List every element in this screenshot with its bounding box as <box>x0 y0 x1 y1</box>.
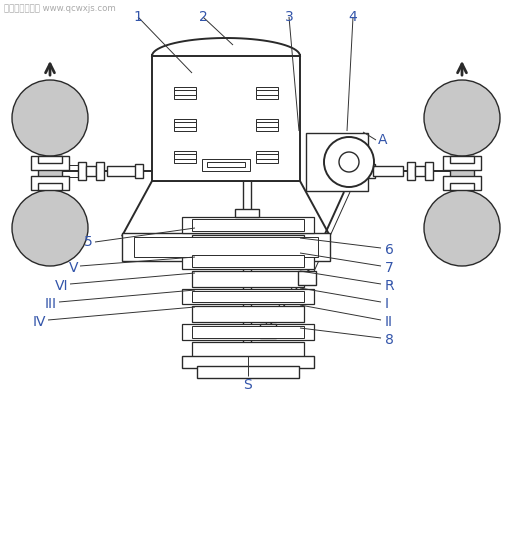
Bar <box>174 151 196 163</box>
Text: S: S <box>244 378 252 392</box>
Circle shape <box>339 152 359 172</box>
Bar <box>192 326 304 338</box>
Text: III: III <box>45 297 57 311</box>
Bar <box>182 324 314 340</box>
Bar <box>182 217 314 233</box>
Bar <box>443 176 481 190</box>
Bar <box>38 156 62 190</box>
Bar <box>174 90 196 95</box>
Bar <box>96 162 104 180</box>
Bar <box>31 156 69 170</box>
Text: V: V <box>69 261 78 275</box>
Circle shape <box>324 137 374 187</box>
Bar <box>38 183 62 190</box>
Bar <box>260 324 276 338</box>
Bar <box>256 122 278 127</box>
Bar <box>407 162 415 180</box>
Circle shape <box>12 80 88 156</box>
Text: A: A <box>378 133 387 147</box>
Bar <box>182 288 314 304</box>
Bar <box>174 154 196 159</box>
Bar <box>197 366 299 378</box>
Bar <box>443 156 481 170</box>
Bar <box>425 162 433 180</box>
Text: VI: VI <box>54 279 68 293</box>
Circle shape <box>424 80 500 156</box>
Bar <box>192 255 304 266</box>
Bar <box>256 154 278 159</box>
Bar <box>31 176 69 190</box>
Bar <box>192 219 304 231</box>
Bar <box>256 87 278 99</box>
Bar <box>202 159 250 171</box>
Text: 4: 4 <box>349 10 357 24</box>
Bar <box>182 253 314 269</box>
Bar <box>122 233 330 261</box>
Text: I: I <box>385 297 389 311</box>
Bar <box>86 166 96 176</box>
Text: 7: 7 <box>385 261 394 275</box>
Bar <box>134 237 318 257</box>
Polygon shape <box>122 181 330 236</box>
Bar <box>38 156 62 163</box>
Text: 汽车维修技术网 www.qcwxjs.com: 汽车维修技术网 www.qcwxjs.com <box>4 4 116 13</box>
Bar <box>450 183 474 190</box>
Bar <box>256 119 278 131</box>
Bar <box>306 133 368 191</box>
Text: IV: IV <box>33 315 46 329</box>
Text: 3: 3 <box>285 10 293 24</box>
Bar <box>182 356 314 368</box>
Bar <box>135 164 143 178</box>
Bar <box>450 156 474 190</box>
Bar <box>207 162 245 167</box>
Bar <box>367 164 375 178</box>
Bar <box>373 166 403 176</box>
Bar <box>174 119 196 131</box>
Text: 2: 2 <box>199 10 207 24</box>
Bar <box>415 166 425 176</box>
Text: R: R <box>385 279 394 293</box>
Bar <box>174 122 196 127</box>
Circle shape <box>12 190 88 266</box>
Bar <box>192 235 304 251</box>
Text: 8: 8 <box>385 333 394 347</box>
Bar <box>450 156 474 163</box>
Bar <box>152 56 300 181</box>
Text: 1: 1 <box>133 10 143 24</box>
Bar <box>192 271 304 287</box>
Bar <box>192 342 304 358</box>
Text: II: II <box>385 315 393 329</box>
Text: 6: 6 <box>385 243 394 257</box>
Bar <box>256 151 278 163</box>
Bar <box>192 290 304 302</box>
Bar <box>298 271 316 285</box>
Bar <box>192 306 304 322</box>
Bar <box>174 87 196 99</box>
Bar <box>256 90 278 95</box>
Bar <box>78 162 86 180</box>
Bar <box>107 166 137 176</box>
Text: 5: 5 <box>84 235 93 249</box>
Circle shape <box>424 190 500 266</box>
Bar <box>235 209 259 217</box>
